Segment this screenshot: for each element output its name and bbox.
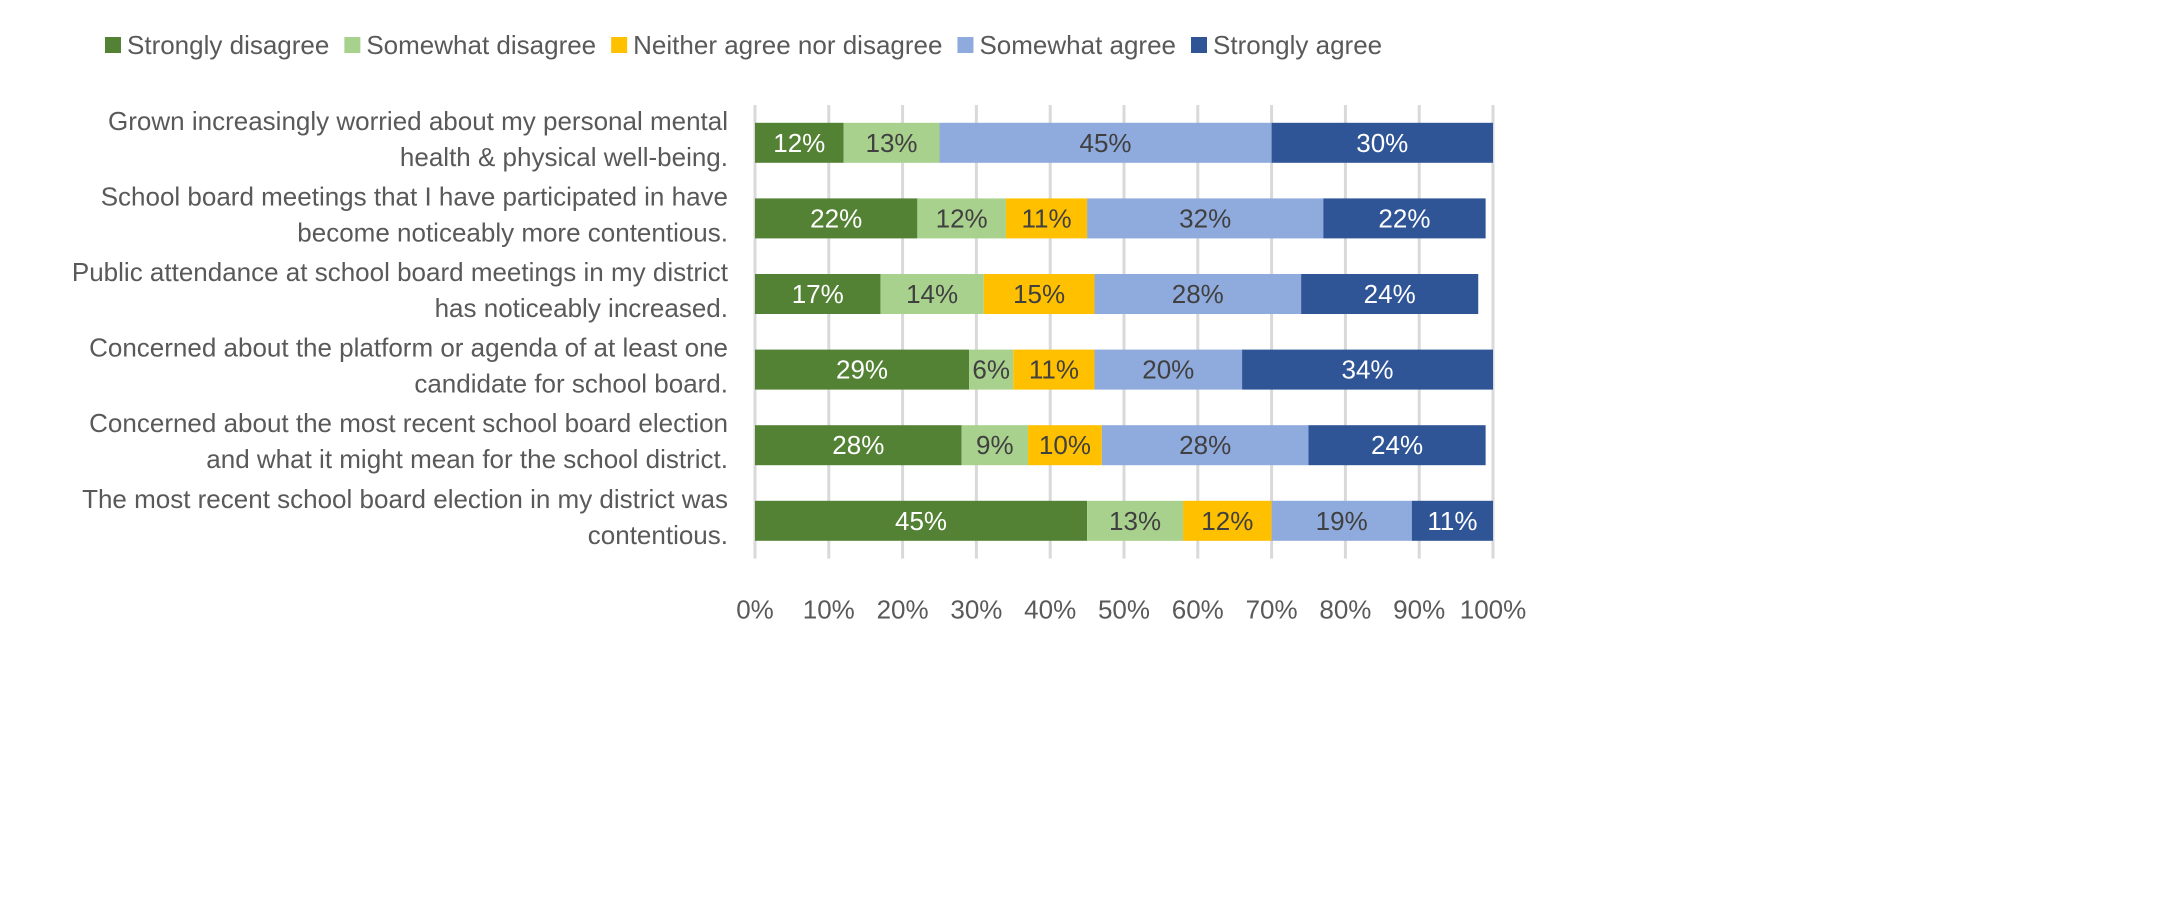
data-label: 45% (1080, 128, 1132, 158)
x-tick-label: 90% (1393, 595, 1445, 625)
bar-segment (1101, 425, 1309, 466)
legend-label: Somewhat agree (979, 30, 1176, 60)
bar-segment (880, 274, 984, 314)
category-label: contentious. (588, 520, 728, 550)
bar-segment (1411, 500, 1493, 541)
x-tick-label: 50% (1098, 595, 1150, 625)
bar-segment (917, 198, 1006, 239)
category-label: and what it might mean for the school di… (206, 444, 728, 474)
bar-segment (1242, 349, 1493, 390)
x-tick-label: 60% (1172, 595, 1224, 625)
data-label: 28% (1172, 279, 1224, 309)
bars: 12% 13% 45% 30% 22% 12% 11% 32% 22% 17% 14% 15% 28% 2… (755, 122, 1493, 541)
data-label: 15% (1013, 279, 1065, 309)
x-tick-label: 70% (1246, 595, 1298, 625)
x-tick-labels: 0% 10% 20% 30% 40% 50% 60% 70% 80% 90% 100% (736, 595, 1526, 625)
bar-segment (755, 425, 962, 466)
data-label: 6% (972, 355, 1010, 385)
bar-segment (755, 500, 1088, 541)
bar-segment (1323, 198, 1486, 239)
bar-segment (1013, 349, 1095, 390)
category-label: Grown increasingly worried about my pers… (108, 106, 728, 136)
x-tick-label: 10% (803, 595, 855, 625)
category-label: Concerned about the most recent school b… (89, 408, 728, 438)
data-label: 11% (1029, 355, 1079, 385)
data-label: 19% (1316, 506, 1368, 536)
bar-segment (1271, 122, 1493, 163)
bar-segment (1094, 274, 1302, 314)
bar-segment (969, 349, 1014, 390)
data-label: 22% (810, 203, 862, 233)
data-label: 13% (866, 128, 918, 158)
bar-segment (961, 425, 1029, 466)
data-label: 14% (906, 279, 958, 309)
category-label: has noticeably increased. (435, 293, 728, 323)
category-label: Public attendance at school board meetin… (72, 257, 729, 287)
bar-segment (983, 274, 1095, 314)
bar-segment (755, 349, 970, 390)
category-label: become noticeably more contentious. (297, 217, 728, 247)
data-label: 17% (792, 279, 844, 309)
bar-segment (1301, 274, 1479, 314)
bar-segment (1087, 500, 1184, 541)
legend-label: Somewhat disagree (366, 30, 596, 60)
legend-label: Neither agree nor disagree (633, 30, 942, 60)
bar-segment (939, 122, 1272, 163)
legend-swatch (105, 37, 121, 53)
gridlines (753, 105, 1495, 559)
bar-segment (1087, 198, 1324, 239)
bar-segment (755, 198, 918, 239)
legend-swatch (344, 37, 361, 53)
bar-segment (1183, 500, 1272, 541)
category-label: The most recent school board election in… (82, 484, 728, 514)
x-tick-label: 40% (1024, 595, 1076, 625)
legend: Strongly disagree Somewhat disagree Neithe… (105, 30, 1382, 60)
data-label: 30% (1356, 128, 1408, 158)
data-label: 9% (976, 430, 1014, 460)
x-tick-label: 100% (1460, 595, 1527, 625)
bar-segment (1271, 500, 1412, 541)
bar-segment (755, 274, 881, 314)
x-tick-label: 80% (1319, 595, 1371, 625)
bar-segment (843, 122, 940, 163)
data-label: 32% (1179, 203, 1231, 233)
data-label: 12% (1201, 506, 1253, 536)
bar-segment (1094, 349, 1243, 390)
data-label: 22% (1378, 203, 1430, 233)
data-label: 10% (1039, 430, 1091, 460)
data-label: 24% (1371, 430, 1423, 460)
x-tick-label: 20% (877, 595, 929, 625)
data-label: 11% (1021, 203, 1071, 233)
bar-segment (1028, 425, 1102, 466)
category-label: candidate for school board. (414, 369, 728, 399)
data-label: 28% (1179, 430, 1231, 460)
data-label: 24% (1364, 279, 1416, 309)
legend-label: Strongly agree (1213, 30, 1382, 60)
category-label: Concerned about the platform or agenda o… (89, 333, 728, 363)
x-tick-label: 30% (950, 595, 1002, 625)
data-label: 28% (832, 430, 884, 460)
bar-segment (1005, 198, 1088, 239)
legend-label: Strongly disagree (127, 30, 329, 60)
data-label: 29% (836, 355, 888, 385)
data-label: 13% (1109, 506, 1161, 536)
data-label: 45% (895, 506, 947, 536)
category-label: School board meetings that I have partic… (101, 181, 728, 211)
category-labels: Grown increasingly worried about my pers… (72, 106, 729, 550)
bar-segment (755, 122, 844, 163)
data-label: 12% (773, 128, 825, 158)
x-tick-label: 0% (736, 595, 774, 625)
legend-swatch (611, 37, 628, 53)
data-label: 12% (936, 203, 988, 233)
legend-swatch (1191, 37, 1208, 53)
data-label: 11% (1427, 506, 1477, 536)
bar-segment (1308, 425, 1486, 466)
data-label: 34% (1342, 355, 1394, 385)
legend-swatch (957, 37, 974, 53)
data-label: 20% (1142, 355, 1194, 385)
category-label: health & physical well-being. (400, 142, 728, 172)
